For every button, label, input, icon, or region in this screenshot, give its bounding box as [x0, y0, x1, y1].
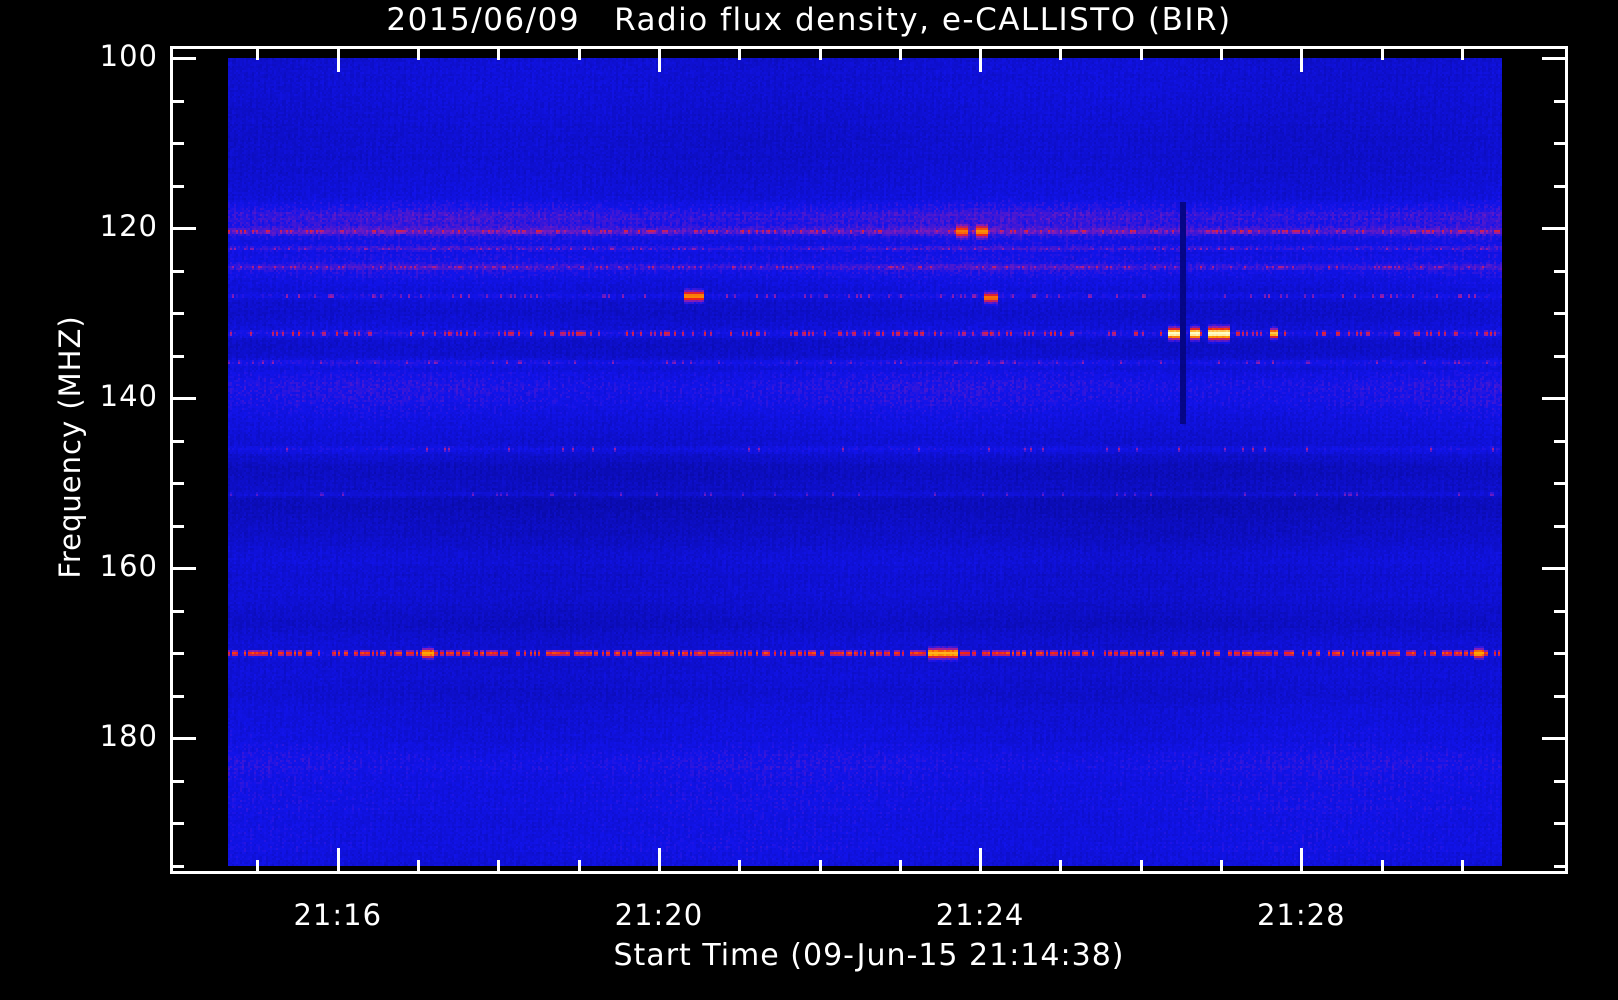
y-tick-label: 140	[99, 379, 158, 414]
x-tick-minor	[1220, 860, 1223, 874]
x-tick-minor-top	[1140, 46, 1143, 60]
x-tick-minor	[417, 860, 420, 874]
y-tick-major-right	[1542, 57, 1568, 60]
y-tick-minor-right	[1554, 270, 1568, 273]
x-tick-label: 21:20	[614, 898, 704, 932]
y-tick-minor	[170, 100, 184, 103]
y-tick-major-right	[1542, 227, 1568, 230]
y-tick-minor	[170, 142, 184, 145]
y-tick-minor-right	[1554, 142, 1568, 145]
y-tick-minor-right	[1554, 185, 1568, 188]
x-tick-major	[337, 848, 340, 874]
y-tick-minor-right	[1554, 312, 1568, 315]
y-tick-label: 180	[99, 719, 158, 754]
y-tick-minor	[170, 482, 184, 485]
y-tick-minor-right	[1554, 440, 1568, 443]
y-tick-minor-right	[1554, 780, 1568, 783]
x-tick-major-top	[979, 46, 982, 72]
y-tick-major	[170, 567, 196, 570]
y-tick-minor	[170, 865, 184, 868]
x-tick-major-top	[337, 46, 340, 72]
y-tick-minor-right	[1554, 100, 1568, 103]
x-tick-minor-top	[497, 46, 500, 60]
x-tick-minor	[738, 860, 741, 874]
x-axis-title: Start Time (09-Jun-15 21:14:38)	[613, 938, 1125, 973]
y-tick-minor-right	[1554, 865, 1568, 868]
page-title: 2015/06/09 Radio flux density, e-CALLIST…	[386, 2, 1232, 38]
x-tick-minor	[497, 860, 500, 874]
x-tick-minor-top	[819, 46, 822, 60]
spectrogram-canvas	[228, 58, 1502, 866]
x-tick-minor-top	[1059, 46, 1062, 60]
x-tick-major	[1300, 848, 1303, 874]
x-tick-minor	[1059, 860, 1062, 874]
y-tick-label: 120	[99, 209, 158, 244]
y-tick-minor	[170, 270, 184, 273]
y-tick-minor	[170, 525, 184, 528]
x-tick-minor-top	[256, 46, 259, 60]
y-tick-minor	[170, 780, 184, 783]
x-tick-minor	[578, 860, 581, 874]
y-tick-minor	[170, 610, 184, 613]
y-tick-minor-right	[1554, 525, 1568, 528]
x-tick-minor-top	[1381, 46, 1384, 60]
y-tick-major	[170, 57, 196, 60]
y-tick-minor-right	[1554, 355, 1568, 358]
y-tick-label: 100	[99, 39, 158, 73]
y-tick-minor	[170, 312, 184, 315]
y-tick-minor-right	[1554, 695, 1568, 698]
y-tick-minor	[170, 185, 184, 188]
y-tick-minor	[170, 695, 184, 698]
x-tick-major	[658, 848, 661, 874]
x-tick-label: 21:24	[935, 898, 1025, 932]
y-tick-minor-right	[1554, 610, 1568, 613]
x-tick-minor	[1140, 860, 1143, 874]
y-tick-major-right	[1542, 397, 1568, 400]
y-tick-minor	[170, 822, 184, 825]
y-tick-label: 160	[99, 549, 158, 584]
x-tick-major	[979, 848, 982, 874]
x-tick-minor	[819, 860, 822, 874]
x-tick-minor-top	[1220, 46, 1223, 60]
y-axis-title: Frequency (MHZ)	[53, 315, 87, 579]
y-tick-minor	[170, 440, 184, 443]
x-tick-minor-top	[738, 46, 741, 60]
y-tick-minor-right	[1554, 822, 1568, 825]
x-tick-major-top	[1300, 46, 1303, 72]
x-tick-label: 21:28	[1256, 898, 1346, 932]
x-tick-minor	[1381, 860, 1384, 874]
x-tick-minor-top	[1461, 46, 1464, 60]
x-tick-minor-top	[578, 46, 581, 60]
x-tick-minor-top	[899, 46, 902, 60]
x-tick-minor	[1461, 860, 1464, 874]
y-tick-minor	[170, 652, 184, 655]
x-tick-major-top	[658, 46, 661, 72]
y-tick-major-right	[1542, 567, 1568, 570]
x-tick-minor	[256, 860, 259, 874]
x-tick-label: 21:16	[293, 898, 383, 932]
x-tick-minor	[899, 860, 902, 874]
x-tick-minor-top	[417, 46, 420, 60]
y-tick-major	[170, 737, 196, 740]
y-tick-minor-right	[1554, 482, 1568, 485]
y-tick-major-right	[1542, 737, 1568, 740]
y-tick-minor-right	[1554, 652, 1568, 655]
y-tick-major	[170, 227, 196, 230]
y-tick-major	[170, 397, 196, 400]
spectrogram-image	[228, 58, 1502, 866]
y-tick-minor	[170, 355, 184, 358]
